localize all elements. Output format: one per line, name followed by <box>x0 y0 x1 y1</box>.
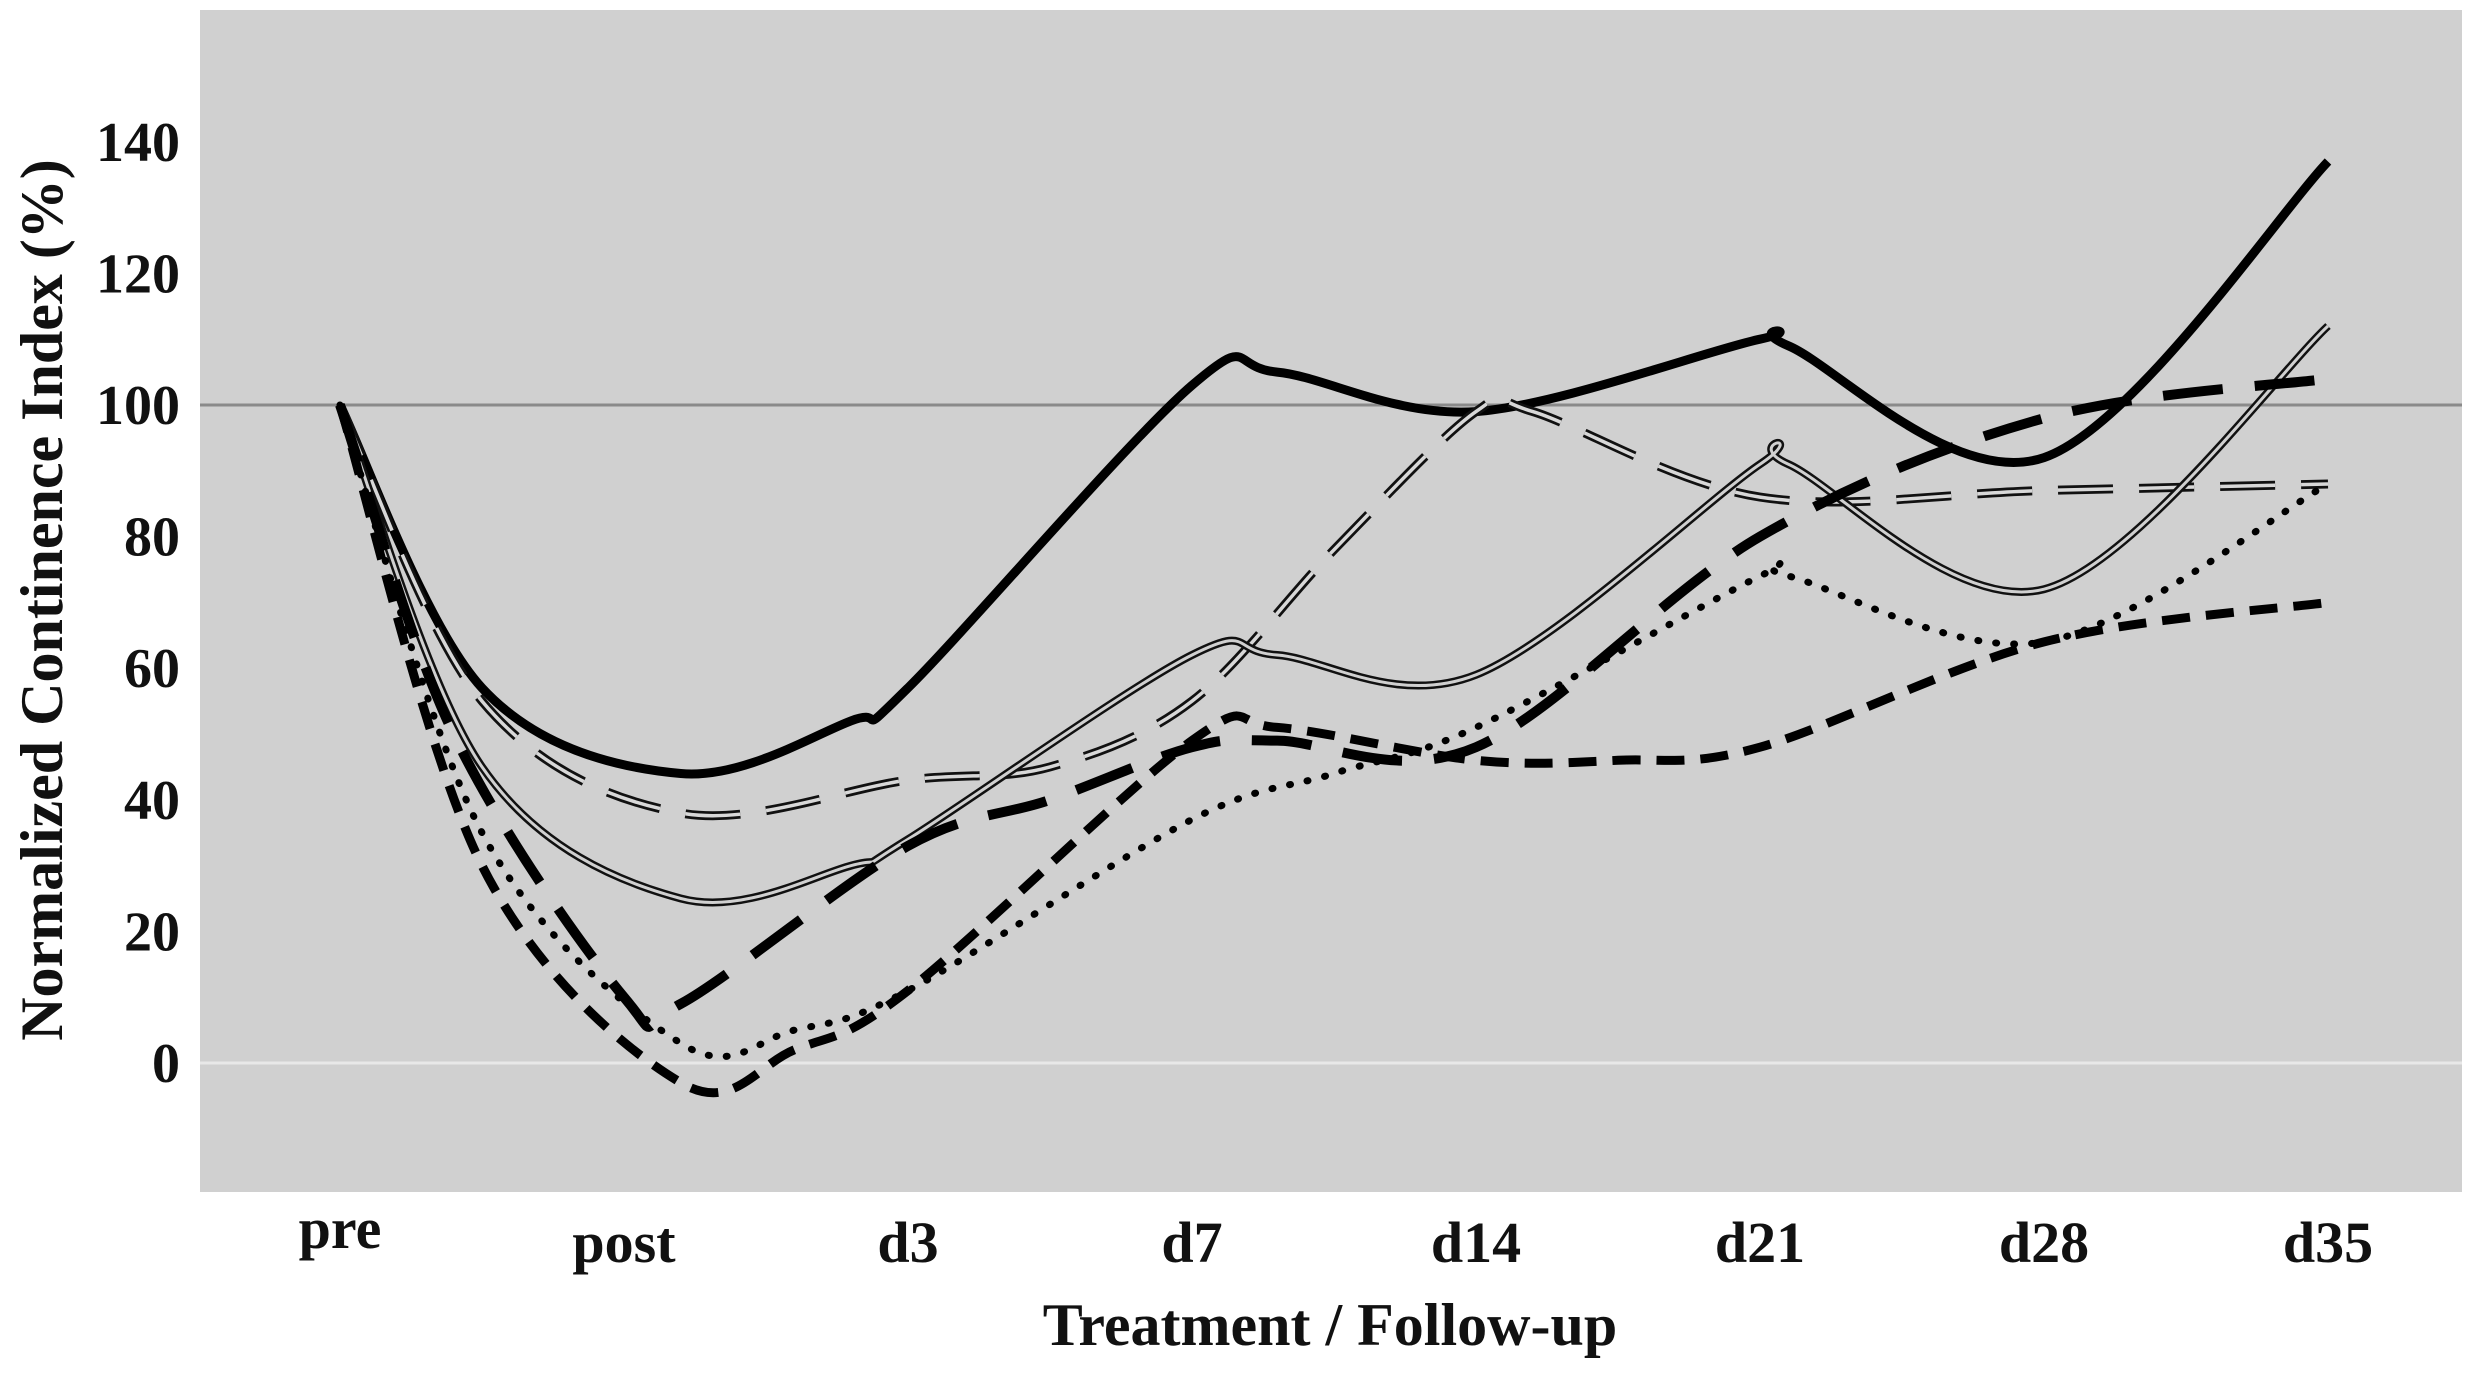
plot-background <box>200 10 2462 1192</box>
x-tick-labels: pre post d3 d7 d14 d21 d28 d35 <box>299 1196 2373 1275</box>
series-4-line <box>335 373 2329 1032</box>
series-layer <box>335 158 2332 1098</box>
x-tick-label-d7: d7 <box>1161 1210 1222 1275</box>
y-tick-label: 60 <box>124 638 180 700</box>
y-tick-labels: 0 20 40 60 80 100 120 140 <box>96 112 180 1095</box>
y-tick-label: 120 <box>96 243 180 305</box>
series-5-stroke-0 <box>336 401 2332 1061</box>
y-axis-title: Normalized Continence Index (%) <box>9 159 75 1041</box>
series-3-stroke-1 <box>338 324 2330 904</box>
y-tick-label: 80 <box>124 507 180 569</box>
y-tick-label: 20 <box>124 901 180 963</box>
series-6-line <box>335 403 2329 1098</box>
x-tick-label-post: post <box>572 1210 676 1275</box>
series-3-line <box>336 323 2331 907</box>
x-tick-label-d35: d35 <box>2283 1210 2373 1275</box>
x-tick-label-d3: d3 <box>877 1210 938 1275</box>
x-tick-label-d28: d28 <box>1999 1210 2089 1275</box>
series-1-stroke-0 <box>335 158 2332 779</box>
series-6-stroke-0 <box>335 403 2329 1098</box>
x-tick-label-d14: d14 <box>1431 1210 1521 1275</box>
series-1-line <box>335 158 2332 779</box>
y-tick-label: 140 <box>96 112 180 174</box>
x-axis-title: Treatment / Follow-up <box>1043 1292 1617 1358</box>
x-tick-label-d21: d21 <box>1715 1210 1805 1275</box>
series-5-line <box>336 401 2332 1061</box>
y-tick-label: 100 <box>96 375 180 437</box>
series-4-stroke-0 <box>335 373 2329 1032</box>
y-tick-label: 40 <box>124 770 180 832</box>
x-tick-label-pre: pre <box>299 1196 382 1261</box>
y-tick-label: 0 <box>152 1033 180 1095</box>
